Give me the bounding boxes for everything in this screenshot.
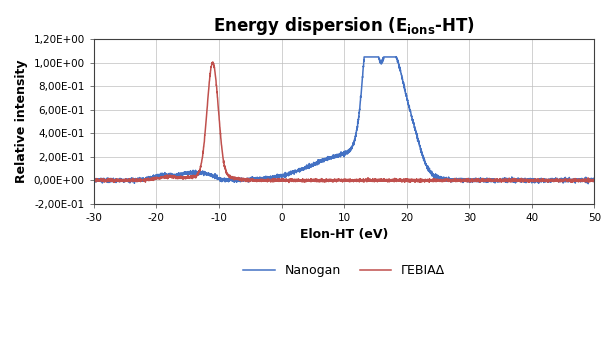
Nanogan [575, 179, 583, 183]
ΓΕΒΙΑΔ [90, 177, 97, 181]
ΓΕΒΙΑΔ [575, 179, 583, 183]
Nanogan [454, 178, 461, 183]
Nanogan [304, 165, 312, 170]
Line: Nanogan: Nanogan [94, 57, 594, 184]
X-axis label: Elon-HT (eV): Elon-HT (eV) [300, 228, 388, 241]
Nanogan [585, 181, 592, 186]
Nanogan [360, 55, 368, 59]
ΓΕΒΙΑΔ [305, 177, 312, 181]
ΓΕΒΙΑΔ [285, 180, 293, 185]
ΓΕΒΙΑΔ [209, 60, 217, 64]
Line: ΓΕΒΙΑΔ: ΓΕΒΙΑΔ [94, 62, 594, 183]
Nanogan [301, 166, 308, 170]
Nanogan [90, 178, 97, 182]
ΓΕΒΙΑΔ [551, 177, 558, 182]
ΓΕΒΙΑΔ [301, 179, 308, 183]
Y-axis label: Relative intensity: Relative intensity [15, 60, 28, 183]
Nanogan [591, 177, 598, 182]
ΓΕΒΙΑΔ [454, 178, 461, 183]
ΓΕΒΙΑΔ [591, 178, 598, 183]
Nanogan [551, 177, 558, 182]
ΓΕΒΙΑΔ [328, 178, 336, 182]
Legend: Nanogan, ΓΕΒΙΑΔ: Nanogan, ΓΕΒΙΑΔ [238, 259, 450, 282]
Nanogan [328, 156, 335, 160]
Title: Energy dispersion (E$_{\mathregular{ions}}$-HT): Energy dispersion (E$_{\mathregular{ions… [213, 15, 475, 37]
